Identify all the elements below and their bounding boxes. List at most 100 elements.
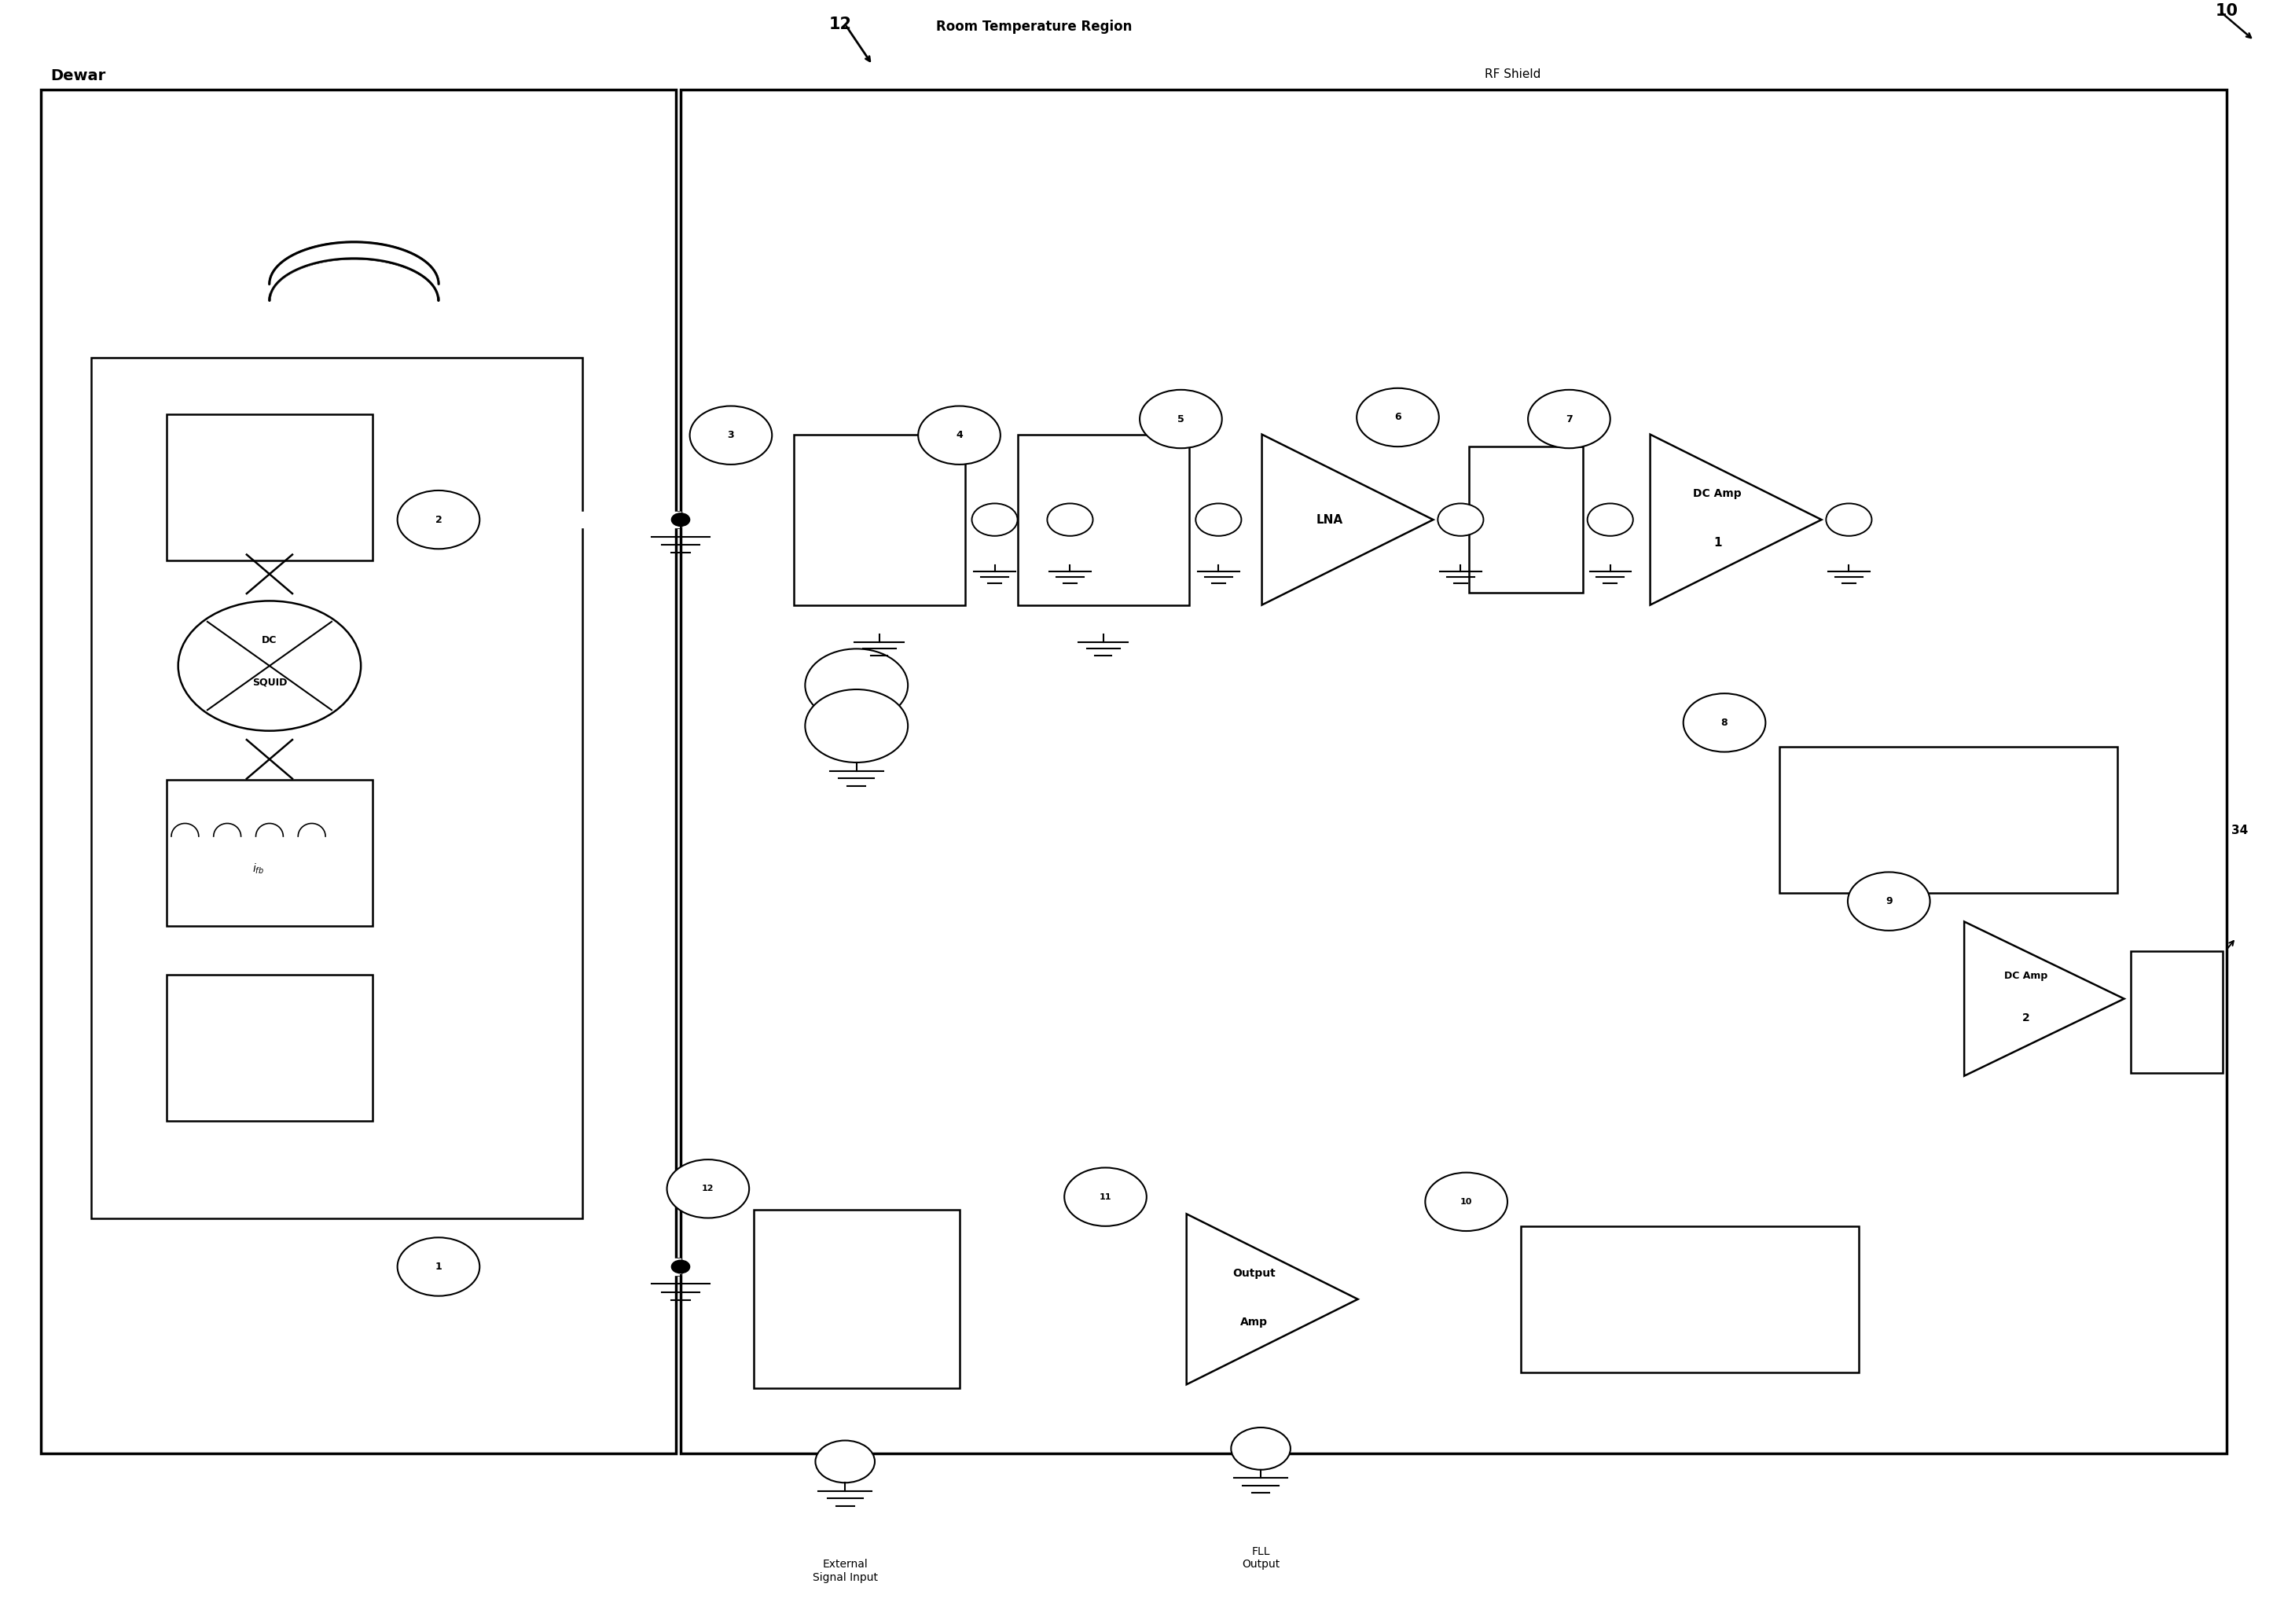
Bar <box>167 414 372 560</box>
Text: DC Amp: DC Amp <box>1692 489 1743 499</box>
Text: 2: 2 <box>434 515 443 525</box>
Text: 3: 3 <box>729 430 733 440</box>
Text: 20: 20 <box>875 391 893 403</box>
Text: Match: Match <box>254 508 286 518</box>
Bar <box>91 357 582 1218</box>
Polygon shape <box>1964 922 2124 1075</box>
Text: Z: Z <box>265 458 274 471</box>
Text: 7: 7 <box>1565 414 1574 424</box>
Text: Coil: Coil <box>407 877 427 887</box>
Text: 10: 10 <box>2215 3 2238 19</box>
Text: 30: 30 <box>2058 692 2076 703</box>
Bar <box>41 89 676 1453</box>
Bar <box>795 434 964 604</box>
Circle shape <box>397 1237 480 1296</box>
Circle shape <box>918 406 1000 464</box>
Text: Output: Output <box>1233 1268 1274 1278</box>
Text: DC Amp: DC Amp <box>2003 971 2049 981</box>
Text: Match: Match <box>254 1069 286 1078</box>
Text: 10: 10 <box>1459 1199 1473 1205</box>
Text: RF Shield: RF Shield <box>110 370 160 382</box>
Circle shape <box>1046 503 1092 536</box>
Circle shape <box>671 1260 690 1273</box>
Circle shape <box>1064 1168 1147 1226</box>
Bar <box>1779 747 2117 893</box>
Circle shape <box>1140 390 1222 448</box>
Circle shape <box>178 601 361 731</box>
Text: Amp: Amp <box>1240 1317 1268 1327</box>
Text: 8: 8 <box>1722 718 1727 728</box>
Text: 26: 26 <box>1562 650 1581 661</box>
Bar <box>681 89 2227 1453</box>
Circle shape <box>690 406 772 464</box>
Text: SQUID: SQUID <box>251 677 288 687</box>
Text: FB Cable: FB Cable <box>493 1254 541 1263</box>
Text: 40: 40 <box>859 1166 877 1177</box>
Bar <box>2131 950 2222 1072</box>
Text: 38: 38 <box>1274 1421 1293 1432</box>
Text: 24: 24 <box>1350 390 1368 401</box>
Text: DC: DC <box>2170 987 2184 997</box>
Text: 32: 32 <box>1818 1005 1834 1018</box>
Circle shape <box>804 648 907 721</box>
Circle shape <box>804 689 907 762</box>
Circle shape <box>397 490 480 549</box>
Text: 6: 6 <box>1396 412 1400 422</box>
Circle shape <box>1528 390 1610 448</box>
Text: 16b: 16b <box>50 354 78 369</box>
Text: Tee: Tee <box>868 542 891 555</box>
Text: 22: 22 <box>1099 391 1117 403</box>
Circle shape <box>1231 1427 1290 1470</box>
Text: Loop gain: Loop gain <box>1487 390 1542 401</box>
Text: 12: 12 <box>701 1186 715 1192</box>
Text: 14: 14 <box>407 606 425 620</box>
Text: Matching: Matching <box>829 1262 884 1272</box>
Circle shape <box>973 503 1019 536</box>
Text: Match: Match <box>1087 538 1119 547</box>
Circle shape <box>667 1160 749 1218</box>
Polygon shape <box>1649 434 1820 604</box>
Bar <box>1019 434 1188 604</box>
Text: 16a: 16a <box>50 1304 78 1319</box>
Text: Bias: Bias <box>866 484 893 497</box>
Text: Room Temperature Region: Room Temperature Region <box>936 19 1133 34</box>
Text: 15: 15 <box>331 741 349 754</box>
Text: 28: 28 <box>1738 390 1756 401</box>
Text: 4: 4 <box>955 430 964 440</box>
Text: 5: 5 <box>1176 414 1185 424</box>
Text: 9: 9 <box>1887 896 1891 906</box>
Text: 11: 11 <box>1099 1194 1112 1200</box>
Circle shape <box>815 1440 875 1483</box>
Text: 36: 36 <box>1681 1410 1699 1421</box>
Bar <box>167 780 372 926</box>
Text: Cryogenic Region: Cryogenic Region <box>73 117 178 128</box>
Text: FLL
Output: FLL Output <box>1242 1546 1279 1570</box>
Polygon shape <box>1261 434 1434 604</box>
Text: $i_{fb}$: $i_{fb}$ <box>251 862 265 875</box>
Circle shape <box>671 513 690 526</box>
Text: Combiner: Combiner <box>827 1324 886 1333</box>
Text: 12: 12 <box>829 16 852 32</box>
Text: RF Shield: RF Shield <box>1485 68 1542 80</box>
Circle shape <box>1848 872 1930 931</box>
Text: Feedback: Feedback <box>407 844 459 854</box>
Text: DC: DC <box>263 635 276 645</box>
Text: Z: Z <box>265 1018 274 1031</box>
Text: 34: 34 <box>2231 825 2247 836</box>
Circle shape <box>1683 693 1766 752</box>
Text: Offset: Offset <box>2161 1026 2193 1036</box>
Text: Integrator Network 1: Integrator Network 1 <box>1891 815 2005 825</box>
Text: V/I Cable: V/I Cable <box>493 507 541 516</box>
Bar <box>1521 1226 1859 1372</box>
Circle shape <box>1439 503 1485 536</box>
Bar <box>754 1210 959 1389</box>
Text: 1: 1 <box>434 1262 443 1272</box>
Bar <box>167 974 372 1121</box>
Text: LNA: LNA <box>1316 513 1343 526</box>
Text: Integrator Network 2: Integrator Network 2 <box>1633 1294 1747 1304</box>
Text: Dewar: Dewar <box>50 68 105 83</box>
Text: 2: 2 <box>2021 1013 2030 1023</box>
Circle shape <box>1357 388 1439 447</box>
Circle shape <box>1587 503 1633 536</box>
Circle shape <box>1425 1173 1507 1231</box>
